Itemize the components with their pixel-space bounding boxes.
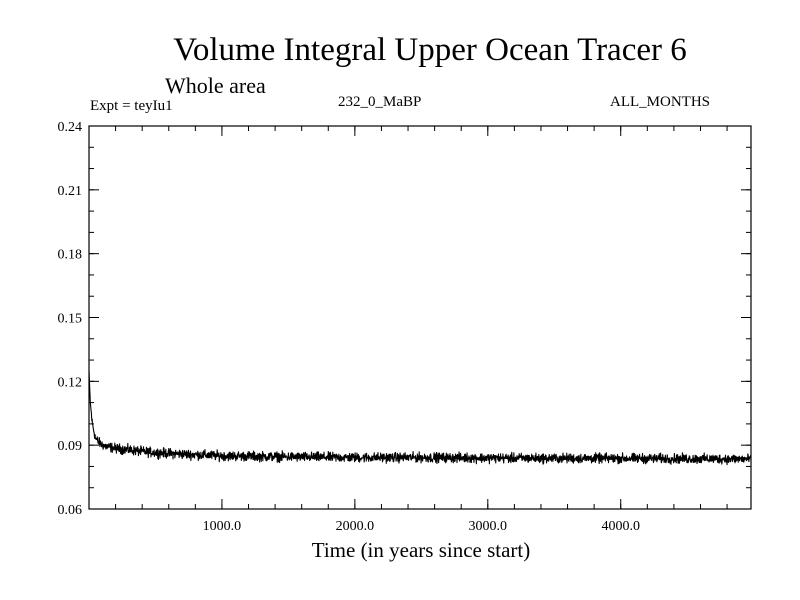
y-tick-label: 0.12 xyxy=(58,375,83,390)
y-tick-label: 0.24 xyxy=(58,120,83,135)
y-tick-label: 0.09 xyxy=(58,439,83,454)
run-label: 232_0_MaBP xyxy=(338,94,422,110)
x-tick-label: 2000.0 xyxy=(336,519,375,534)
months-label: ALL_MONTHS xyxy=(610,94,710,110)
x-tick-label: 4000.0 xyxy=(601,519,640,534)
x-tick-label: 3000.0 xyxy=(469,519,508,534)
chart-series xyxy=(88,370,752,466)
chart-title: Volume Integral Upper Ocean Tracer 6 xyxy=(173,32,687,68)
x-axis-label: Time (in years since start) xyxy=(311,538,531,562)
chart-axes: 1000.0 2000.0 3000.0 4000.0 0.06 0.09 0.12 0.15… xyxy=(58,120,752,534)
x-tick-label: 1000.0 xyxy=(203,519,242,534)
chart-subtitle: Whole area xyxy=(165,73,266,98)
y-tick-label: 0.18 xyxy=(58,248,83,263)
series-line xyxy=(88,370,752,466)
experiment-label: Expt = teyIu1 xyxy=(90,98,173,114)
y-tick-label: 0.06 xyxy=(58,503,83,518)
y-tick-label: 0.21 xyxy=(58,184,83,199)
y-tick-label: 0.15 xyxy=(58,312,83,327)
